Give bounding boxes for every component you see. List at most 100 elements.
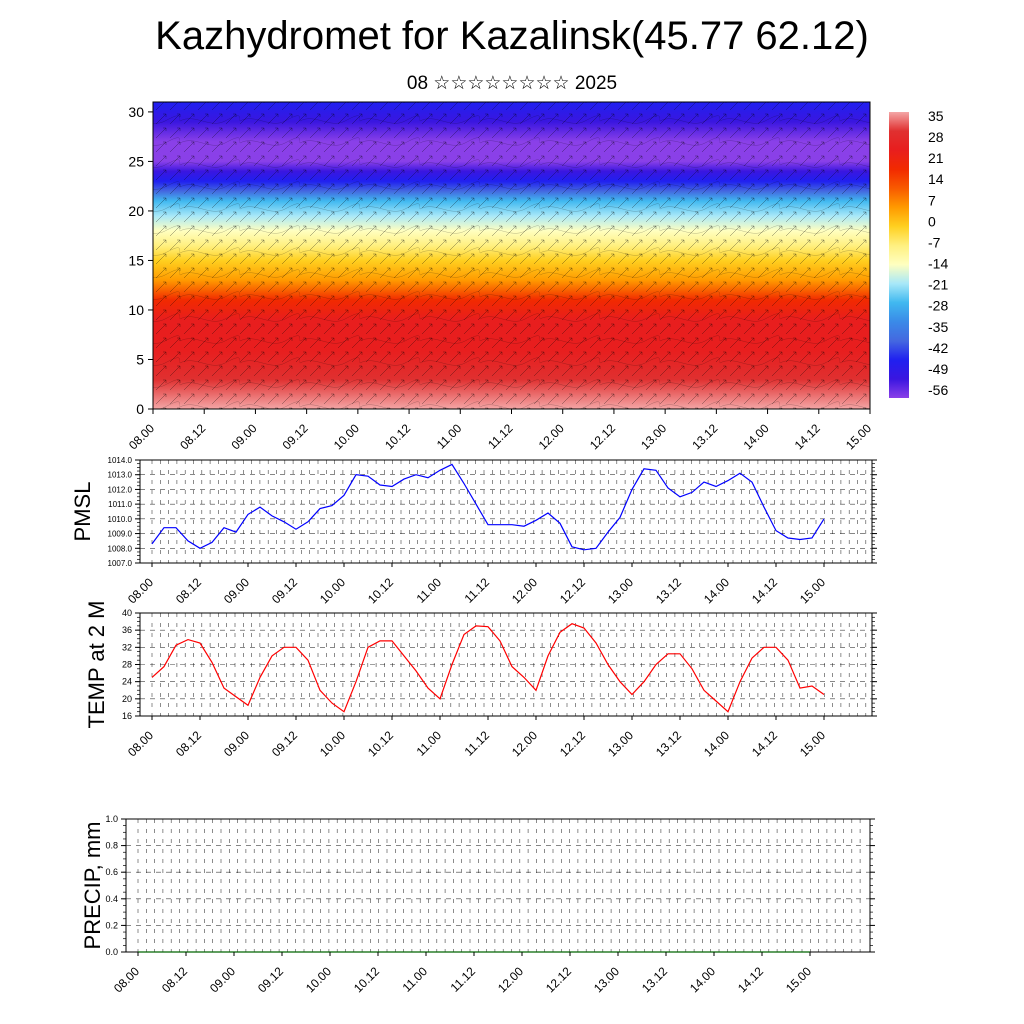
colorbar-label: -7 — [928, 234, 941, 250]
x-tick-label: 10.12 — [351, 964, 382, 995]
x-tick-label: 12.12 — [543, 964, 574, 995]
colorbar-label: -21 — [928, 277, 948, 293]
x-tick-label: 09.12 — [269, 728, 300, 759]
x-tick-label: 11.00 — [414, 728, 445, 759]
y-tick-label: 16 — [122, 711, 132, 721]
x-tick-label: 13.00 — [605, 728, 636, 759]
x-tick-label: 13.12 — [653, 575, 684, 606]
x-tick-label: 13.00 — [638, 421, 669, 452]
y-tick-label: 1.0 — [105, 814, 118, 824]
chart-title: Kazhydromet for Kazalinsk(45.77 62.12) — [155, 14, 869, 58]
precip-panel: 0.0 0.2 0.4 0.6 0.8 1.0 08.00 08.12 09.00 09.12 10… — [80, 814, 875, 995]
y-tick-label: 1013.0 — [108, 471, 133, 480]
colorbar-label: -35 — [928, 319, 948, 335]
colorbar-label: 35 — [928, 108, 944, 124]
x-tick-label: 13.12 — [689, 421, 720, 452]
y-tick-label: 0.8 — [105, 841, 118, 851]
x-tick-label: 14.12 — [749, 728, 780, 759]
x-tick-label: 09.00 — [207, 964, 238, 995]
x-tick-label: 12.00 — [536, 421, 567, 452]
x-tick-label: 12.12 — [557, 575, 588, 606]
x-tick-label: 08.00 — [125, 728, 156, 759]
x-tick-label: 11.00 — [434, 421, 465, 452]
plot-frame — [139, 459, 873, 564]
y-tick-label: 40 — [122, 608, 132, 618]
y-tick-label: 0.4 — [105, 894, 118, 904]
x-tick-label: 10.12 — [382, 421, 413, 452]
colorbar-label: -49 — [928, 361, 948, 377]
x-tick-label: 09.12 — [280, 421, 311, 452]
y-tick-label: 1008.0 — [108, 544, 133, 553]
y-tick-label: 10 — [128, 302, 144, 318]
x-tick-label: 11.12 — [462, 728, 493, 759]
x-tick-label: 12.12 — [587, 421, 618, 452]
x-tick-label: 12.00 — [509, 728, 540, 759]
x-tick-label: 12.00 — [509, 575, 540, 606]
x-tick-label: 10.00 — [303, 964, 334, 995]
x-tick-label: 11.12 — [462, 575, 493, 606]
x-tick-label: 12.00 — [495, 964, 526, 995]
colorbar-label: -14 — [928, 256, 948, 272]
x-tick-label: 10.00 — [317, 575, 348, 606]
x-tick-label: 10.00 — [317, 728, 348, 759]
x-tick-label: 15.00 — [797, 575, 828, 606]
y-axis-label: PRECIP, mm — [80, 822, 105, 950]
colorbar-gradient — [889, 112, 909, 398]
y-tick-label: 0.2 — [105, 920, 118, 930]
x-tick-label: 09.12 — [269, 575, 300, 606]
wind-barbs-overlay — [153, 102, 870, 409]
temp-2m-panel: 16 20 24 28 32 36 40 08.00 08.12 09.00 09.12 10.00 1… — [84, 601, 877, 759]
x-tick-label: 11.12 — [485, 421, 516, 452]
x-tick-label: 11.00 — [400, 964, 431, 995]
x-tick-label: 08.00 — [125, 575, 156, 606]
x-tick-label: 10.00 — [331, 421, 362, 452]
x-tick-label: 14.12 — [749, 575, 780, 606]
x-tick-label: 14.00 — [701, 728, 732, 759]
x-tick-label: 13.00 — [591, 964, 622, 995]
x-tick-label: 08.12 — [177, 421, 208, 452]
colorbar-label: 28 — [928, 129, 944, 145]
x-tick-label: 13.12 — [653, 728, 684, 759]
x-tick-label: 14.12 — [792, 421, 823, 452]
y-tick-label: 1010.0 — [108, 515, 133, 524]
y-axis-label: PMSL — [70, 482, 95, 542]
x-tick-label: 11.12 — [448, 964, 479, 995]
x-tick-label: 08.12 — [173, 728, 204, 759]
colorbar-label: 0 — [928, 213, 936, 229]
x-tick-label: 10.12 — [365, 575, 396, 606]
x-tick-label: 08.00 — [126, 421, 157, 452]
y-tick-label: 0 — [136, 401, 144, 417]
x-tick-label: 12.12 — [557, 728, 588, 759]
colorbar-label: 7 — [928, 192, 936, 208]
y-tick-label: 36 — [122, 625, 132, 635]
y-tick-label: 5 — [136, 351, 144, 367]
chart-subtitle: 08 ☆☆☆☆☆☆☆☆ 2025 — [406, 73, 618, 94]
colorbar-label: 14 — [928, 171, 944, 187]
x-tick-label: 09.00 — [221, 728, 252, 759]
y-tick-label: 25 — [128, 153, 144, 169]
y-tick-label: 20 — [122, 694, 132, 704]
x-tick-label: 08.12 — [173, 575, 204, 606]
y-tick-label: 32 — [122, 642, 132, 652]
colorbar-label: 21 — [928, 150, 944, 166]
series-line — [151, 623, 825, 713]
colorbar-label: -56 — [928, 382, 948, 398]
y-tick-label: 15 — [128, 252, 144, 268]
x-tick-label: 10.12 — [365, 728, 396, 759]
x-tick-label: 15.00 — [843, 421, 874, 452]
y-tick-label: 1012.0 — [108, 485, 133, 494]
x-tick-label: 09.00 — [228, 421, 259, 452]
y-tick-label: 1011.0 — [108, 500, 132, 509]
y-tick-label: 1014.0 — [108, 456, 133, 465]
x-tick-label: 13.00 — [605, 575, 636, 606]
x-tick-label: 15.00 — [797, 728, 828, 759]
x-tick-label: 14.00 — [687, 964, 718, 995]
y-axis-label: TEMP at 2 M — [84, 601, 109, 729]
y-tick-label: 0.0 — [105, 947, 118, 957]
series-line — [151, 463, 825, 551]
x-tick-label: 09.12 — [255, 964, 286, 995]
temperature-height-panel: 0 5 10 15 20 25 30 08.00 08.12 09.00 09.12 10.00 10.… — [126, 101, 874, 452]
colorbar: 35 28 21 14 7 0 -7 -14 -21 -28 -35 -42 -49 -56 — [889, 108, 948, 398]
y-tick-label: 24 — [122, 677, 132, 687]
